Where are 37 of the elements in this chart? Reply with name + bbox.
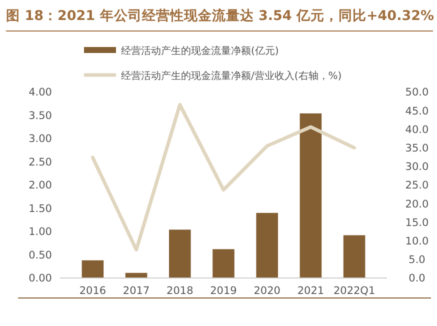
y2-tick-label: 20.0 — [405, 198, 429, 210]
x-tick-label: 2017 — [122, 285, 150, 297]
bar — [343, 235, 366, 278]
y2-tick-label: 15.0 — [405, 216, 429, 229]
y2-tick-label: 10.0 — [405, 235, 429, 248]
y2-tick-label: 40.0 — [405, 124, 429, 136]
y2-tick-label: 30.0 — [405, 161, 429, 174]
x-tick-label: 2021 — [297, 285, 324, 297]
bar — [300, 113, 322, 278]
x-tick-label: 2022Q1 — [333, 285, 376, 297]
bar — [212, 249, 234, 278]
legend-label: 经营活动产生的现金流量净额(亿元) — [121, 45, 279, 57]
y2-tick-label: 5.0 — [408, 254, 426, 266]
chart-title: 图 18：2021 年公司经营性现金流量达 3.54 亿元，同比+40.32% — [6, 7, 434, 24]
bar — [256, 212, 278, 278]
y2-tick-label: 45.0 — [405, 105, 429, 118]
y-tick-label: 1.50 — [28, 202, 52, 215]
y-tick-label: 4.00 — [28, 86, 52, 99]
y-tick-label: 0.00 — [28, 272, 52, 285]
y-tick-label: 0.50 — [28, 249, 52, 262]
y-tick-label: 1.00 — [28, 226, 52, 238]
x-tick-label: 2016 — [79, 285, 106, 297]
y-tick-label: 3.00 — [28, 133, 52, 146]
x-tick-label: 2020 — [254, 285, 280, 297]
line-series — [90, 102, 356, 252]
y-tick-label: 3.50 — [28, 110, 52, 122]
y-tick-label: 2.00 — [28, 180, 52, 192]
y2-tick-label: 25.0 — [405, 180, 429, 192]
y2-tick-label: 0.0 — [408, 272, 426, 285]
y2-tick-label: 35.0 — [405, 142, 429, 154]
y-tick-label: 2.50 — [28, 156, 52, 168]
legend-label: 经营活动产生的现金流量净额/营业收入(右轴，%) — [121, 70, 342, 82]
x-tick-label: 2018 — [166, 285, 194, 297]
bar — [82, 260, 104, 278]
bar — [169, 230, 191, 278]
y2-tick-label: 50.0 — [405, 86, 429, 99]
x-tick-label: 2019 — [210, 285, 237, 297]
